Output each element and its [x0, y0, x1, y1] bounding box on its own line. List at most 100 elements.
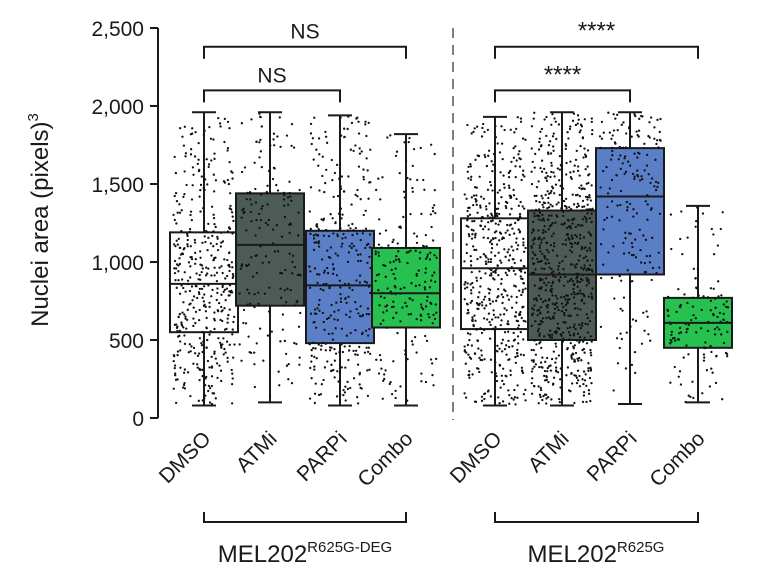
data-point — [330, 369, 334, 372]
data-point — [538, 332, 541, 335]
data-point — [535, 299, 539, 302]
data-point — [563, 314, 566, 317]
data-point — [560, 223, 563, 226]
data-point — [501, 400, 505, 403]
data-point — [519, 270, 523, 273]
data-point — [539, 386, 542, 390]
data-point — [532, 220, 535, 224]
data-point — [253, 385, 257, 389]
data-point — [559, 184, 562, 188]
data-point — [647, 134, 650, 138]
data-point — [474, 158, 477, 161]
data-point — [194, 258, 197, 261]
data-point — [507, 323, 510, 326]
data-point — [547, 201, 550, 204]
data-point — [382, 319, 385, 322]
data-point — [570, 277, 573, 281]
data-point — [272, 132, 276, 135]
data-point — [640, 342, 644, 345]
data-point — [619, 154, 622, 157]
data-point — [624, 367, 628, 370]
data-point — [253, 161, 256, 164]
data-point — [194, 321, 197, 325]
data-point — [228, 251, 231, 254]
data-point — [683, 293, 686, 296]
data-point — [513, 261, 516, 265]
data-point — [431, 322, 434, 325]
data-point — [562, 331, 565, 334]
data-point — [377, 372, 381, 375]
data-point — [339, 227, 342, 230]
data-point — [483, 392, 486, 396]
data-point — [252, 275, 255, 278]
data-point — [340, 245, 343, 248]
data-point — [524, 287, 527, 290]
data-point — [368, 368, 371, 371]
data-point — [568, 249, 572, 252]
data-point — [531, 209, 534, 212]
data-point — [258, 156, 261, 159]
data-point — [498, 239, 501, 242]
data-point — [591, 270, 594, 273]
data-point — [342, 388, 345, 392]
data-point — [657, 181, 660, 184]
data-point — [502, 383, 506, 386]
data-point — [320, 344, 323, 347]
data-point — [480, 354, 483, 357]
data-point — [719, 227, 722, 231]
data-point — [573, 307, 577, 310]
data-point — [572, 332, 576, 335]
data-point — [547, 316, 550, 319]
data-point — [341, 242, 344, 245]
data-point — [403, 196, 406, 199]
data-point — [516, 384, 519, 387]
data-point — [533, 215, 536, 218]
data-point — [578, 356, 581, 360]
data-point — [350, 203, 353, 206]
data-point — [218, 302, 221, 305]
data-point — [574, 158, 578, 162]
data-point — [207, 163, 211, 166]
data-point — [177, 315, 180, 319]
data-point — [229, 204, 232, 207]
data-point — [354, 301, 357, 304]
data-point — [497, 294, 500, 298]
data-point — [357, 259, 360, 263]
data-point — [485, 256, 488, 259]
data-point — [317, 137, 321, 140]
data-point — [506, 201, 509, 204]
data-point — [523, 271, 527, 274]
data-point — [549, 317, 552, 321]
data-point — [374, 279, 377, 282]
data-point — [600, 276, 603, 280]
data-point — [231, 171, 234, 174]
data-point — [496, 344, 499, 347]
data-point — [226, 317, 229, 320]
data-point — [406, 176, 409, 180]
data-point — [552, 382, 555, 385]
data-point — [640, 114, 643, 118]
data-point — [691, 305, 695, 308]
data-point — [189, 256, 192, 259]
data-point — [331, 338, 335, 341]
data-point — [240, 170, 244, 174]
data-point — [559, 276, 562, 279]
data-point — [659, 117, 662, 121]
data-point — [233, 315, 236, 319]
data-point — [346, 380, 349, 384]
data-point — [395, 311, 398, 314]
data-point — [182, 383, 186, 387]
data-point — [513, 284, 516, 287]
data-point — [564, 197, 568, 200]
data-point — [357, 165, 361, 168]
data-point — [500, 125, 503, 128]
data-point — [233, 343, 236, 346]
data-point — [482, 122, 485, 126]
data-point — [486, 214, 489, 217]
data-point — [494, 361, 497, 364]
data-point — [231, 328, 234, 331]
data-point — [207, 165, 210, 169]
data-point — [558, 193, 561, 197]
data-point — [347, 349, 351, 352]
data-point — [175, 239, 178, 242]
